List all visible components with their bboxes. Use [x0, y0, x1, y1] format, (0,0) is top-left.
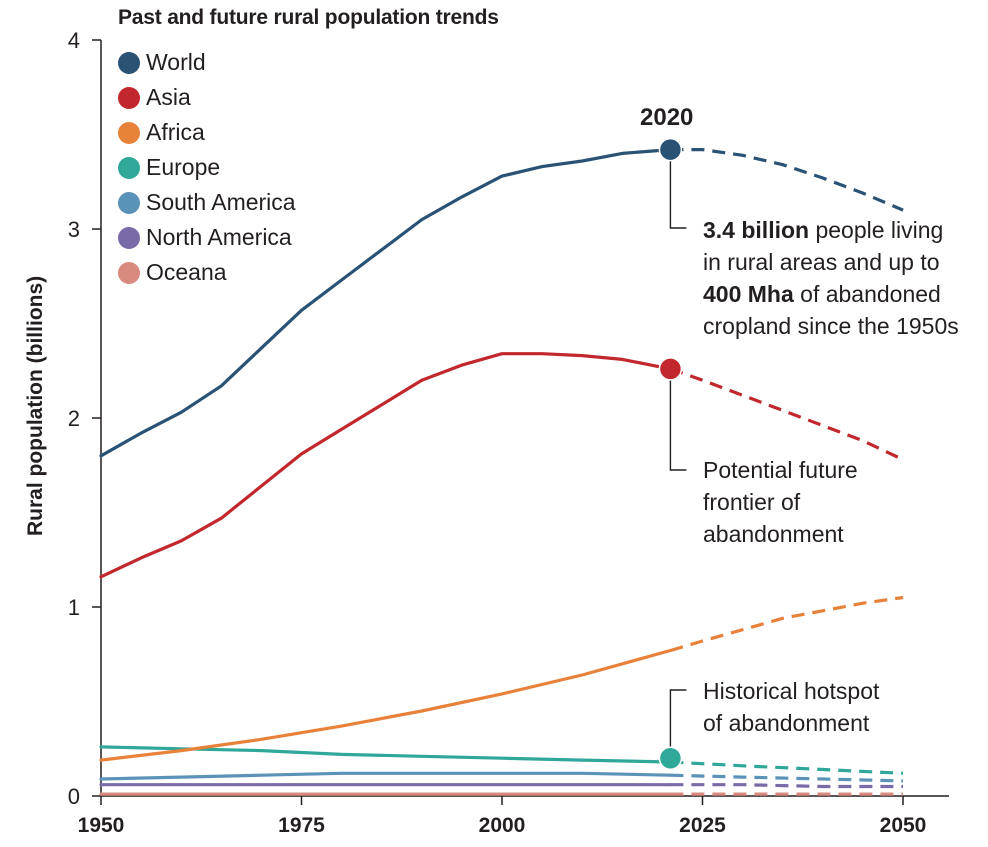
- world-leader-line: [669, 149, 687, 229]
- x-tick-label: 1950: [78, 814, 125, 837]
- series-projection-asia: [669, 367, 904, 462]
- europe-leader-line: [669, 689, 687, 759]
- legend-item-asia: Asia: [118, 80, 296, 115]
- europe-annotation-line-1: Historical hotspot: [703, 678, 880, 704]
- series-projection-world: [670, 148, 904, 212]
- series-line-south-america: [99, 771, 672, 781]
- legend-label: South America: [146, 189, 296, 215]
- world-annotation-bold-2: 400 Mha: [703, 281, 794, 307]
- legend-swatch: [118, 156, 140, 179]
- legend-item-africa: Africa: [118, 115, 296, 150]
- asia-annotation-line-1: Potential future: [703, 457, 858, 483]
- world-annotation-text-4: cropland since the 1950s: [703, 313, 959, 339]
- asia-annotation: Potential future frontier of abandonment: [703, 454, 858, 550]
- legend-swatch: [118, 261, 140, 284]
- y-axis-label: Rural population (billions): [24, 275, 47, 536]
- y-tick-label: 3: [68, 217, 80, 242]
- asia-leader-line: [669, 368, 687, 471]
- legend-label: Europe: [146, 154, 221, 180]
- series-projection-south-america: [670, 773, 904, 783]
- y-tick-label: 4: [68, 28, 80, 53]
- legend-item-south-america: South America: [118, 185, 296, 220]
- legend-label: Oceana: [146, 259, 227, 285]
- asia-annotation-line-2: frontier of: [703, 489, 801, 515]
- legend-swatch: [118, 86, 140, 109]
- legend-label: Africa: [146, 119, 205, 145]
- annotation-leader-lines: [669, 149, 687, 759]
- series-line-asia: [99, 352, 672, 579]
- point-2020-asia: [658, 357, 683, 381]
- x-tick-label: 2025: [679, 814, 726, 837]
- legend-item-oceana: Oceana: [118, 255, 296, 290]
- legend-swatch: [118, 226, 140, 249]
- legend-item-north-america: North America: [118, 220, 296, 255]
- x-tick-label: 2050: [880, 814, 927, 837]
- point-2020-world: [658, 137, 683, 162]
- world-annotation-text-2: in rural areas and up to: [703, 249, 940, 275]
- y-tick-label: 0: [68, 784, 80, 809]
- series-layer: [99, 148, 904, 796]
- legend-label: North America: [146, 224, 292, 250]
- legend: World Asia Africa Europe South America North …: [118, 45, 296, 290]
- legend-swatch: [118, 51, 140, 74]
- y-tick-label: 2: [68, 406, 80, 431]
- world-annotation-text-3: of abandoned: [793, 281, 941, 307]
- series-projection-africa: [669, 595, 904, 653]
- x-tick-label: 2000: [479, 814, 526, 837]
- chart-axes: 0 1 2 3 4 1950 1975 2000 2025 2050: [68, 28, 950, 837]
- series-line-africa: [99, 648, 672, 762]
- world-annotation-text-1: people living: [809, 217, 944, 243]
- world-annotation: 3.4 billion people living in rural areas…: [703, 214, 959, 342]
- legend-label: Asia: [146, 84, 191, 110]
- legend-swatch: [118, 121, 140, 144]
- series-line-world: [99, 148, 672, 458]
- legend-item-europe: Europe: [118, 150, 296, 185]
- y-tick-label: 1: [68, 595, 80, 620]
- europe-annotation-line-2: of abandonment: [703, 710, 870, 736]
- year-2020-label: 2020: [640, 104, 694, 131]
- legend-item-world: World: [118, 45, 296, 80]
- legend-label: World: [146, 49, 206, 75]
- asia-annotation-line-3: abandonment: [703, 521, 844, 547]
- europe-annotation: Historical hotspot of abandonment: [703, 675, 879, 739]
- legend-swatch: [118, 191, 140, 214]
- chart-title: Past and future rural population trends: [118, 6, 499, 29]
- highlight-points: [658, 137, 683, 770]
- series-projection-north-america: [670, 783, 903, 789]
- point-2020-europe: [658, 746, 683, 770]
- series-projection-europe: [670, 760, 904, 775]
- world-annotation-bold-1: 3.4 billion: [703, 217, 810, 243]
- x-tick-label: 1975: [278, 814, 325, 837]
